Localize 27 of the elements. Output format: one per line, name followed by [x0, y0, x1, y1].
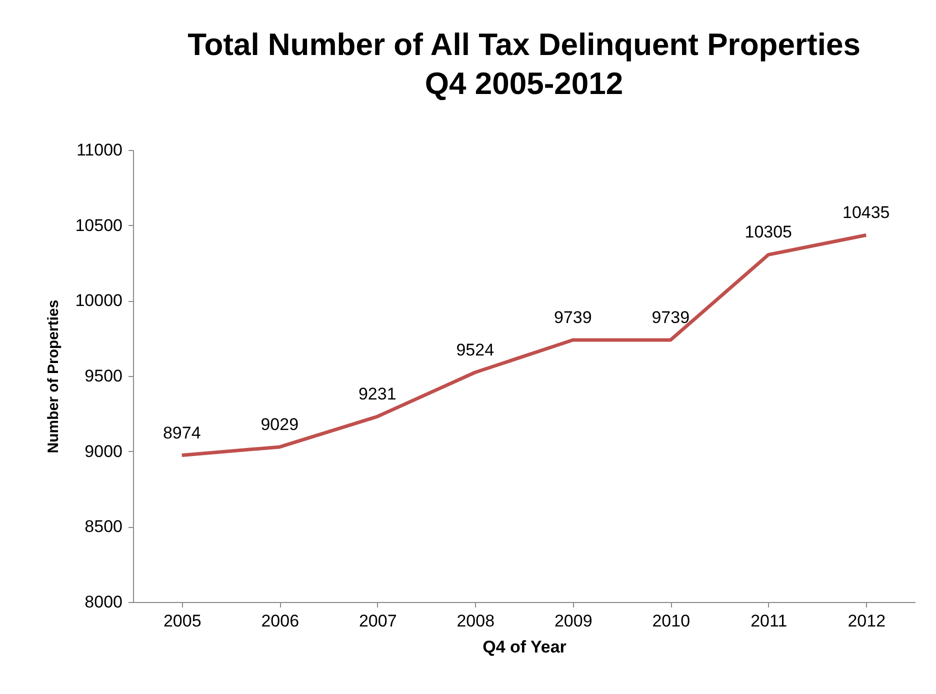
x-tick-label: 2010 — [652, 612, 690, 630]
x-tick-label: 2006 — [261, 612, 300, 630]
y-tick-label: 9500 — [84, 366, 122, 386]
x-tick-label: 2008 — [456, 612, 495, 630]
y-axis-title: Number of Properties — [45, 300, 62, 454]
chart-title: Total Number of All Tax Delinquent Properties — [188, 27, 860, 62]
x-axis-title: Q4 of Year — [482, 638, 567, 656]
x-tick-label: 2012 — [848, 612, 886, 630]
x-tick-label: 2009 — [554, 612, 592, 630]
data-label: 9524 — [456, 340, 494, 360]
data-label: 9231 — [358, 384, 396, 404]
data-label: 8974 — [162, 423, 201, 442]
data-label: 10305 — [744, 222, 792, 242]
data-label: 9739 — [554, 308, 592, 327]
y-tick-label: 11000 — [76, 140, 122, 160]
x-tick-label: 2011 — [750, 612, 788, 630]
y-tick-label: 10500 — [75, 216, 122, 235]
data-label: 9029 — [260, 414, 299, 434]
data-label: 10435 — [842, 203, 890, 222]
x-tick-label: 2007 — [358, 612, 397, 630]
y-tick-label: 8000 — [84, 592, 122, 612]
y-tick-label: 8500 — [84, 517, 122, 536]
y-tick-label: 9000 — [84, 442, 122, 461]
x-tick-label: 2005 — [163, 612, 202, 630]
data-label: 9739 — [652, 308, 690, 327]
chart-subtitle: Q4 2005-2012 — [424, 66, 624, 101]
y-tick-label: 10000 — [75, 291, 122, 310]
